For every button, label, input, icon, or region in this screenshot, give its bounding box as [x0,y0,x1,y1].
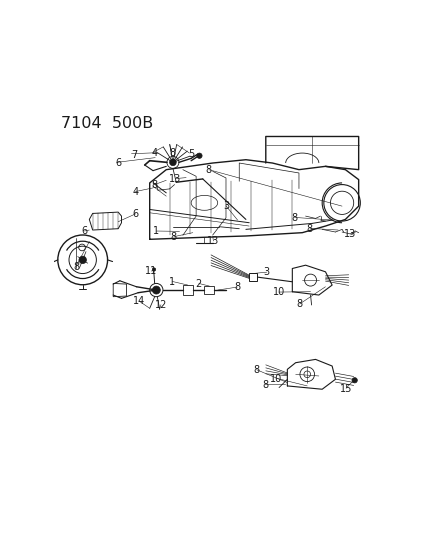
Text: 8: 8 [171,232,177,242]
Circle shape [169,159,176,166]
Text: 3: 3 [223,201,229,211]
Text: 8: 8 [291,213,297,223]
Text: 6: 6 [116,158,122,168]
Text: 10: 10 [273,287,285,297]
Circle shape [197,153,202,158]
Circle shape [152,268,156,271]
Text: 8: 8 [170,148,176,158]
Text: 8: 8 [234,282,241,293]
Text: 5: 5 [188,149,194,159]
Text: 6: 6 [81,227,87,236]
Text: 11: 11 [145,266,158,277]
Text: 8: 8 [307,224,313,233]
Text: 8: 8 [297,300,303,309]
Text: 4: 4 [132,187,139,197]
Text: 8: 8 [262,380,268,390]
Text: 2: 2 [196,279,202,289]
Circle shape [352,378,357,383]
Text: 4: 4 [152,148,158,158]
Text: 13: 13 [344,229,357,239]
Text: 7104  500B: 7104 500B [61,116,153,131]
Text: 13: 13 [207,236,220,246]
Text: 1: 1 [153,227,159,236]
Circle shape [79,256,86,264]
Text: 8: 8 [73,262,79,271]
Text: 12: 12 [155,300,167,310]
Text: 8: 8 [206,165,212,175]
Text: 6: 6 [133,209,139,219]
Text: 13: 13 [169,174,181,184]
Text: 10: 10 [270,374,282,384]
Text: 8: 8 [253,365,259,375]
Text: 1: 1 [169,277,175,287]
Circle shape [152,286,160,294]
Text: 14: 14 [133,296,145,306]
Text: 8: 8 [152,180,158,190]
Text: 3: 3 [264,268,270,278]
Text: 15: 15 [340,384,352,393]
Text: 7: 7 [132,150,138,160]
